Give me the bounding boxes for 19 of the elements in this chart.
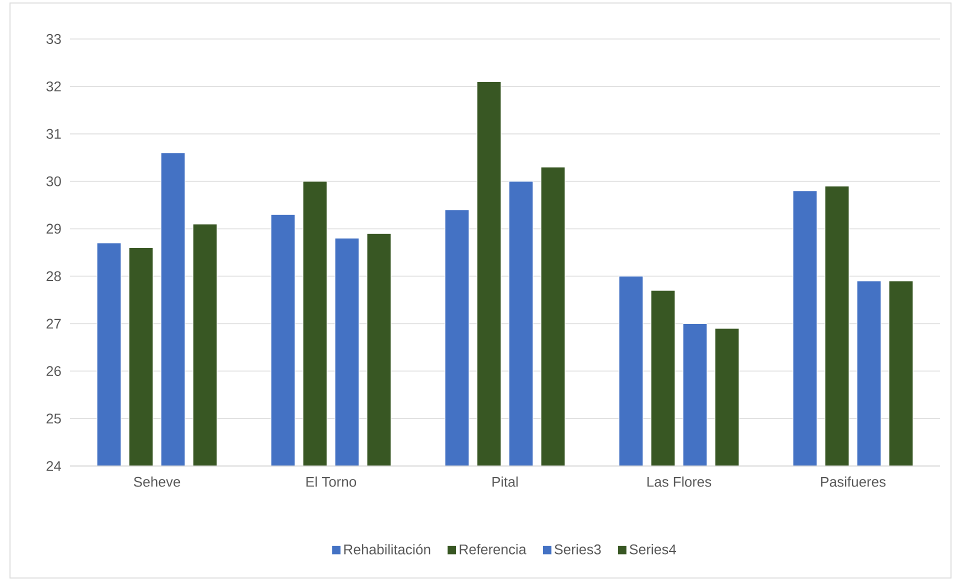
- legend-label: Rehabilitación: [344, 544, 430, 554]
- legend-label: Series3: [554, 544, 601, 554]
- y-tick-label: 31: [46, 128, 61, 139]
- y-tick-label: 26: [46, 366, 61, 376]
- x-tick-label: Seheve: [134, 476, 180, 487]
- x-tick-label: El Torno: [306, 476, 356, 487]
- y-tick-label: 29: [46, 224, 61, 234]
- y-tick-label: 33: [46, 34, 61, 44]
- y-tick-label: 30: [46, 176, 61, 186]
- x-tick-label: Las Flores: [647, 476, 712, 487]
- y-tick-label: 32: [46, 81, 61, 92]
- legend-label: Series4: [630, 544, 676, 554]
- legend-label: Referencia: [460, 544, 526, 554]
- y-tick-label: 27: [46, 318, 61, 329]
- y-tick-label: 24: [46, 461, 62, 471]
- x-tick-label: Pital: [492, 476, 518, 487]
- y-tick-label: 25: [46, 414, 61, 424]
- x-tick-label: Pasifueres: [821, 476, 886, 487]
- y-tick-label: 28: [46, 271, 61, 282]
